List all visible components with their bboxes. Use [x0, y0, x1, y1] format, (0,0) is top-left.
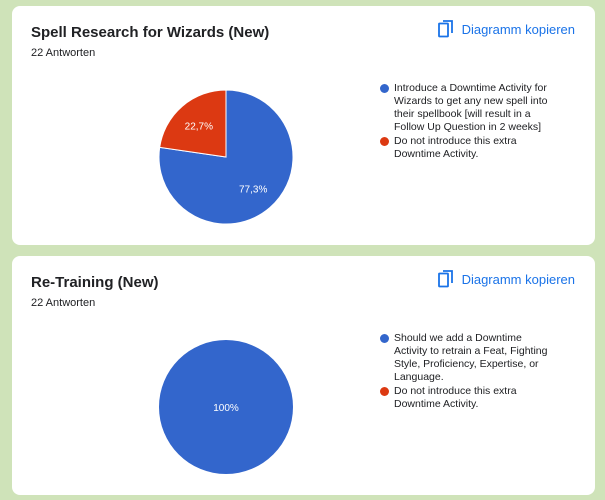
- legend-item[interactable]: Do not introduce this extra Downtime Act…: [380, 135, 555, 161]
- slice-label: 77,3%: [239, 184, 267, 195]
- copy-icon: [437, 270, 454, 288]
- legend-label: Introduce a Downtime Activity for Wizard…: [394, 82, 548, 133]
- slice-label: 100%: [213, 403, 239, 414]
- copy-chart-label: Diagramm kopieren: [461, 271, 575, 287]
- legend-item[interactable]: Should we add a Downtime Activity to ret…: [380, 332, 555, 384]
- card-title: Spell Research for Wizards (New): [31, 24, 270, 41]
- pie-chart: 77,3% 22,7%: [158, 89, 294, 225]
- copy-icon: [437, 20, 454, 38]
- legend-item[interactable]: Do not introduce this extra Downtime Act…: [380, 385, 555, 411]
- response-count: 22 Antworten: [31, 297, 96, 309]
- response-count: 22 Antworten: [31, 47, 96, 59]
- slice-label: 22,7%: [185, 122, 213, 133]
- card-title: Re-Training (New): [31, 274, 159, 291]
- pie-slice[interactable]: [159, 340, 293, 474]
- legend-swatch: [380, 387, 389, 396]
- chart-legend: Should we add a Downtime Activity to ret…: [380, 332, 555, 412]
- legend-label: Should we add a Downtime Activity to ret…: [394, 332, 548, 383]
- copy-chart-button[interactable]: Diagramm kopieren: [437, 270, 575, 288]
- legend-swatch: [380, 84, 389, 93]
- chart-legend: Introduce a Downtime Activity for Wizard…: [380, 82, 555, 162]
- copy-chart-label: Diagramm kopieren: [461, 21, 575, 37]
- legend-swatch: [380, 334, 389, 343]
- legend-item[interactable]: Introduce a Downtime Activity for Wizard…: [380, 82, 555, 134]
- copy-chart-button[interactable]: Diagramm kopieren: [437, 20, 575, 38]
- pie-chart: 100%: [159, 340, 293, 474]
- chart-card: Re-Training (New) 22 Antworten Diagramm …: [12, 256, 595, 495]
- legend-label: Do not introduce this extra Downtime Act…: [394, 135, 517, 160]
- pie-slice[interactable]: [159, 89, 227, 158]
- legend-swatch: [380, 137, 389, 146]
- chart-card: Spell Research for Wizards (New) 22 Antw…: [12, 6, 595, 245]
- legend-label: Do not introduce this extra Downtime Act…: [394, 385, 517, 410]
